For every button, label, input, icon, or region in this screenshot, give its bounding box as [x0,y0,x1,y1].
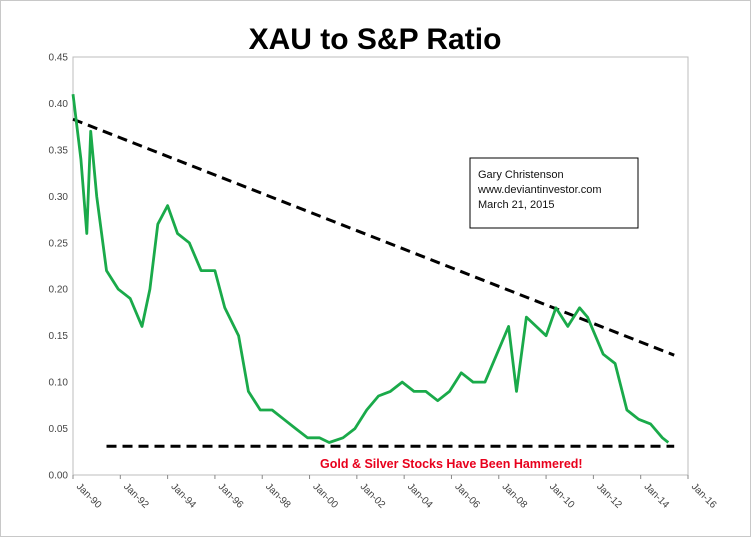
author-note-line: Gary Christenson [478,169,564,181]
y-tick-label: 0.25 [49,238,69,249]
x-tick-label: Jan-14 [642,481,672,511]
plot-area: 0.00 0.05 0.10 0.15 0.20 0.25 0.30 0.35 0.40 0.45… [49,53,719,512]
y-tick-label: 0.35 [49,145,69,156]
trendline [72,117,675,357]
chart-title: XAU to S&P Ratio [249,23,502,56]
x-tick-label: Jan-02 [358,481,388,511]
y-tick-label: 0.40 [49,99,69,110]
x-tick-label: Jan-00 [310,481,340,511]
x-tick-label: Jan-08 [500,481,530,511]
y-tick-label: 0.15 [49,331,69,342]
ratio-series-line [71,94,670,444]
plot-border [72,56,689,476]
author-note-box [469,157,639,229]
x-tick-label: Jan-94 [168,481,198,511]
hammered-annotation: Gold & Silver Stocks Have Been Hammered! [320,457,583,471]
y-tick-label: 0.00 [49,471,69,482]
x-tick-label: Jan-98 [263,481,293,511]
x-tick-label: Jan-12 [594,481,624,511]
y-tick-label: 0.20 [49,285,69,296]
y-tick-label: 0.30 [49,192,69,203]
x-tick-label: Jan-04 [405,481,435,511]
x-tick-label: Jan-16 [689,481,719,511]
x-tick-label: Jan-92 [121,481,151,511]
x-tick-label: Jan-96 [216,481,246,511]
x-tick-label: Jan-90 [74,481,104,511]
y-tick-label: 0.05 [49,424,69,435]
author-note-line: March 21, 2015 [478,199,554,211]
x-tick-label: Jan-10 [547,481,577,511]
author-note-line: www.deviantinvestor.com [477,184,602,196]
y-tick-label: 0.10 [49,378,69,389]
x-tick-label: Jan-06 [452,481,482,511]
y-tick-label: 0.45 [49,53,69,64]
